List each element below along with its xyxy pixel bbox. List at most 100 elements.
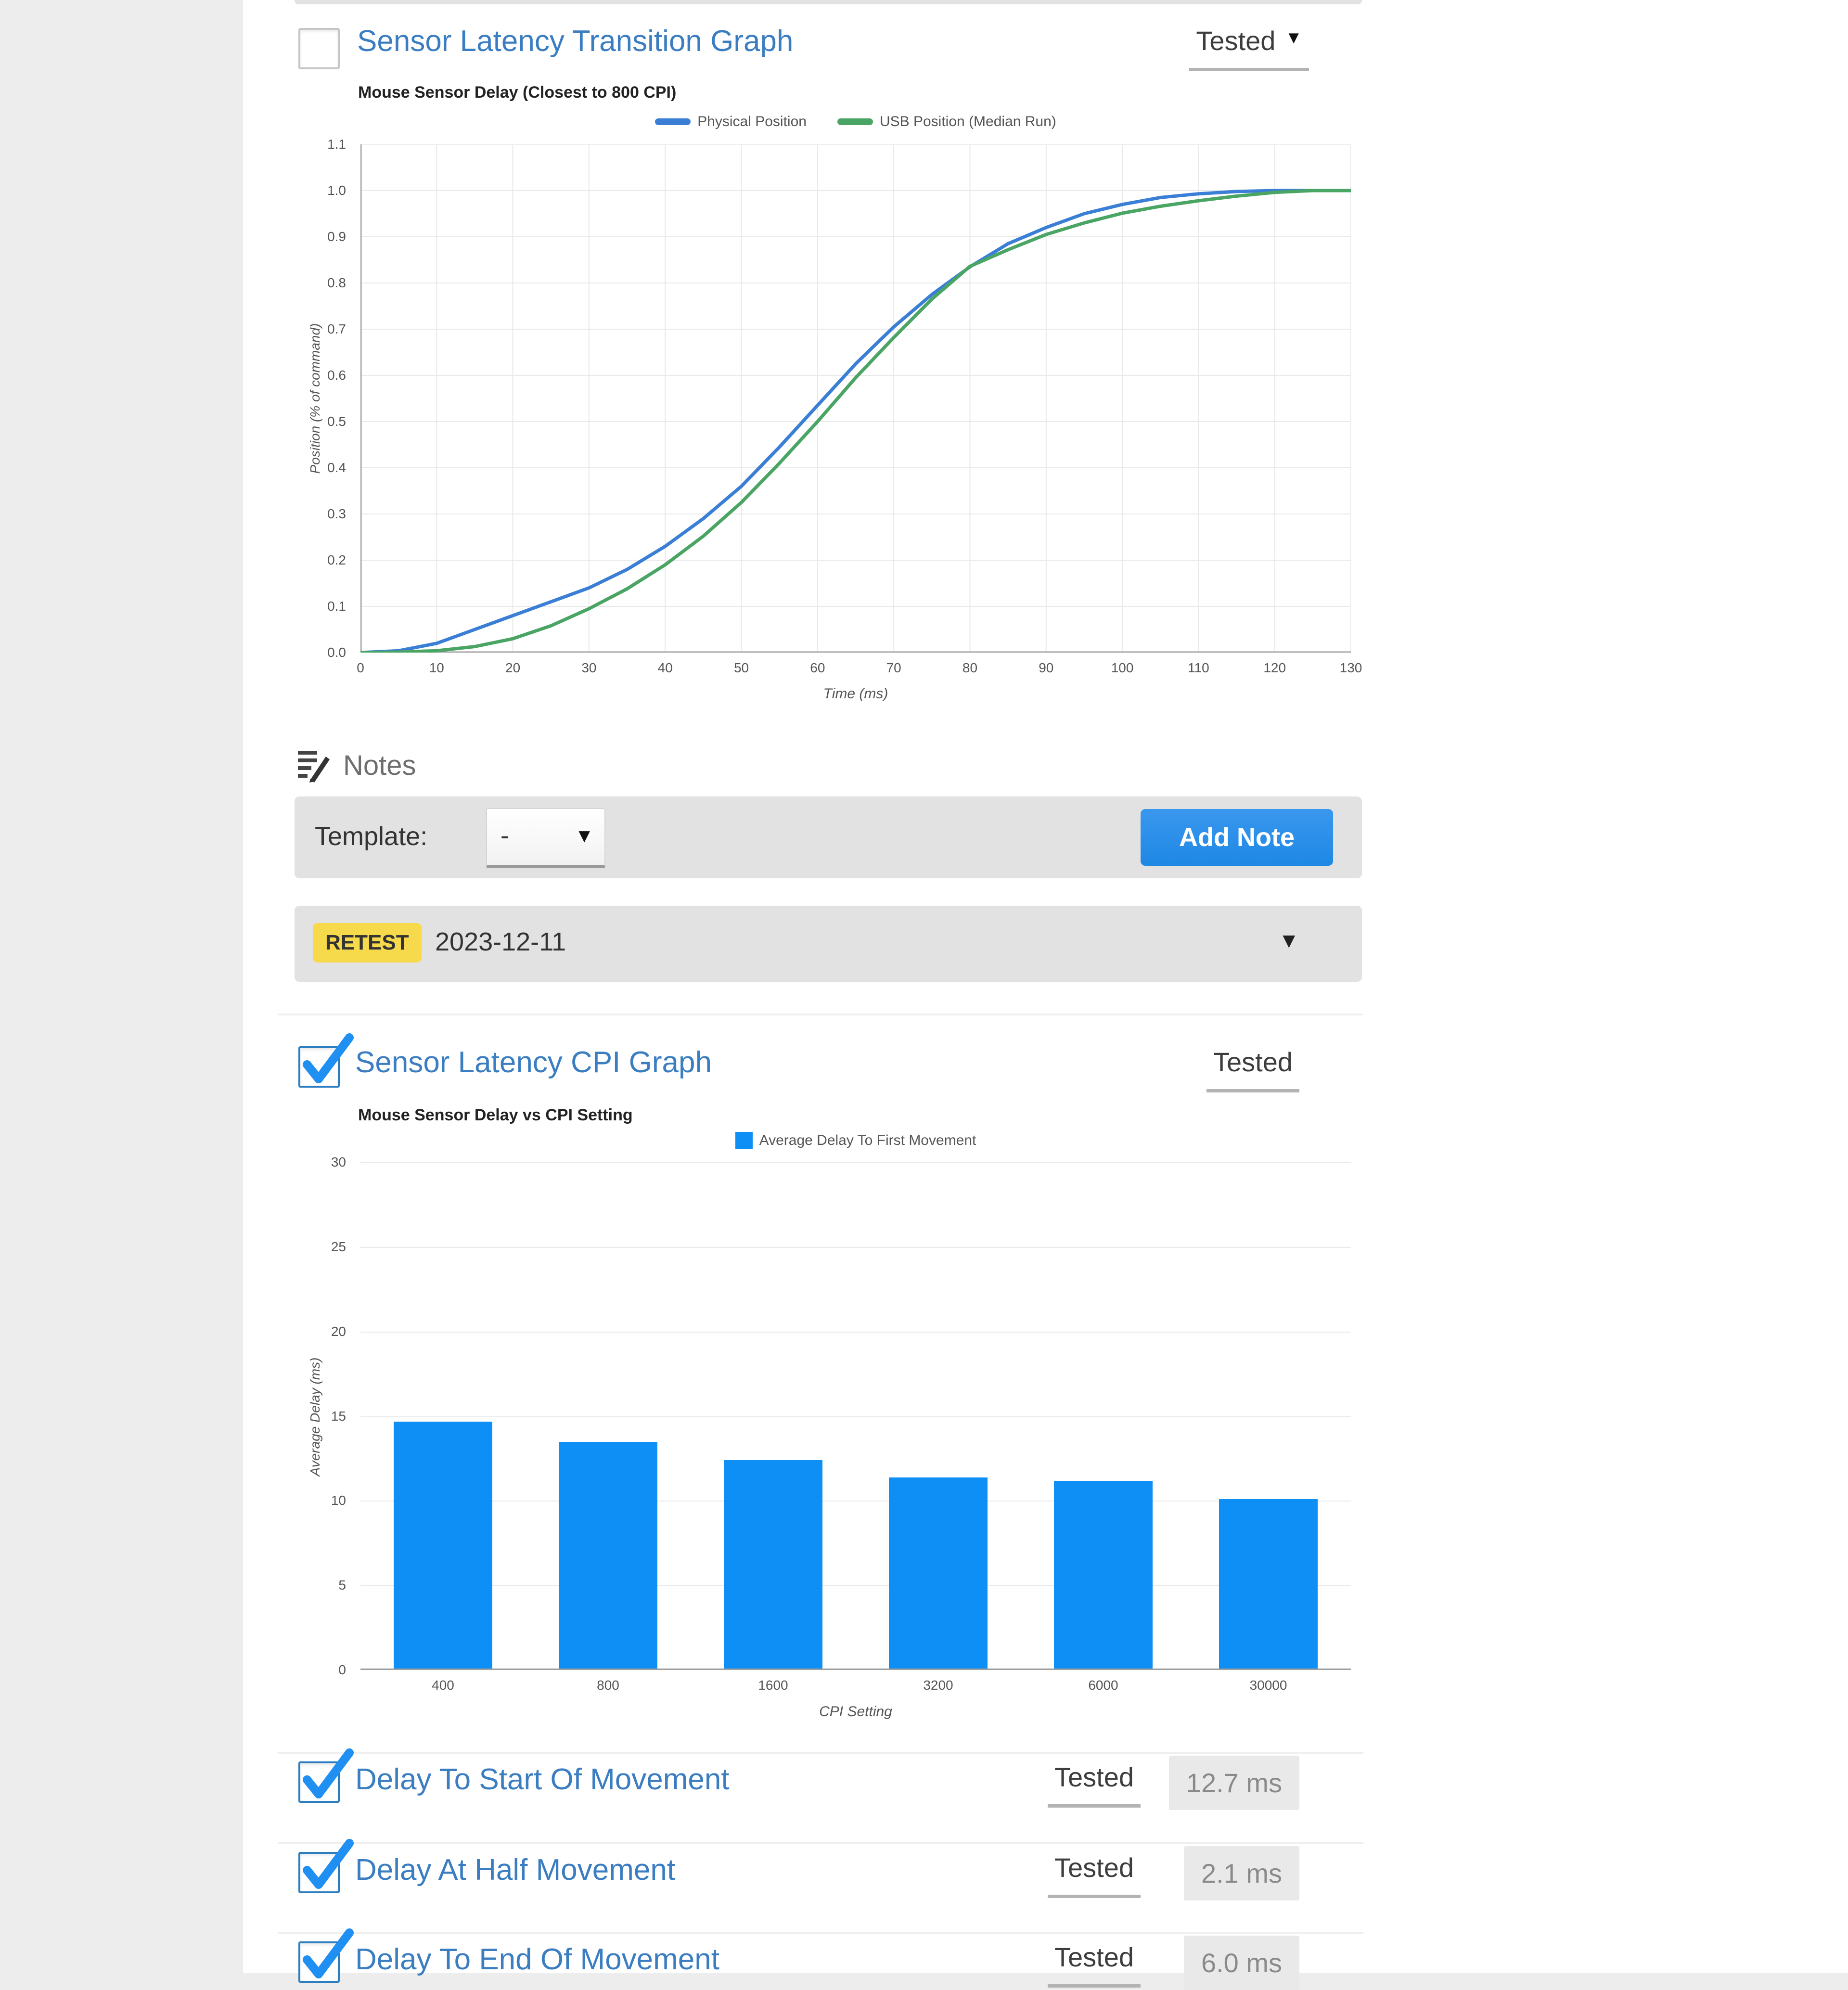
delay-start-value: 12.7 ms xyxy=(1168,1756,1299,1810)
note-template-bar: Template: - ▼ Add Note xyxy=(295,796,1362,878)
notes-header: Notes xyxy=(297,747,416,783)
y-tick-label: 0.4 xyxy=(327,460,346,475)
legend-label: Average Delay To First Movement xyxy=(759,1132,976,1148)
y-tick-label: 0.3 xyxy=(327,506,346,521)
retest-note-row[interactable]: RETEST 2023-12-11 ▼ xyxy=(295,906,1362,982)
row-divider xyxy=(278,1932,1363,1934)
delay-half-status[interactable]: Tested xyxy=(1048,1852,1141,1898)
section-divider xyxy=(278,1014,1363,1015)
average-delay-swatch-icon xyxy=(735,1132,753,1149)
x-tick-label: 800 xyxy=(597,1678,619,1693)
bar-chart-x-axis-title: CPI Setting xyxy=(819,1704,892,1720)
transition-graph-status-dropdown[interactable]: Tested ▼ xyxy=(1189,25,1309,71)
delay-end-checkbox[interactable] xyxy=(298,1928,354,1983)
checkmark-icon xyxy=(303,1033,354,1083)
x-tick-label: 100 xyxy=(1111,660,1134,675)
retest-badge: RETEST xyxy=(313,923,422,963)
status-label: Tested xyxy=(1054,1942,1134,1972)
y-tick-label: 0.9 xyxy=(327,229,346,244)
x-tick-label: 120 xyxy=(1263,660,1286,675)
delay-start-title-link[interactable]: Delay To Start Of Movement xyxy=(355,1763,730,1796)
y-tick-label: 0.6 xyxy=(327,368,346,383)
y-tick-label: 0.1 xyxy=(327,599,346,614)
delay-start-checkbox[interactable] xyxy=(298,1748,354,1803)
x-tick-label: 130 xyxy=(1339,660,1362,675)
bar-800 xyxy=(559,1441,657,1669)
y-tick-label: 25 xyxy=(331,1239,346,1254)
delay-end-value: 6.0 ms xyxy=(1183,1936,1299,1990)
x-tick-label: 30000 xyxy=(1249,1678,1287,1693)
delay-end-title-link[interactable]: Delay To End Of Movement xyxy=(355,1943,719,1976)
caret-down-icon: ▼ xyxy=(575,825,594,847)
status-label: Tested xyxy=(1196,26,1276,56)
caret-down-icon: ▼ xyxy=(1285,27,1302,47)
x-tick-label: 1600 xyxy=(758,1678,788,1693)
retest-date: 2023-12-11 xyxy=(435,927,566,956)
transition-graph-checkbox[interactable] xyxy=(298,28,340,69)
y-tick-label: 30 xyxy=(331,1155,346,1169)
physical-position-swatch-icon xyxy=(655,118,691,125)
x-tick-label: 6000 xyxy=(1088,1678,1118,1693)
x-tick-label: 70 xyxy=(886,660,901,675)
cpi-graph-title-link[interactable]: Sensor Latency CPI Graph xyxy=(355,1046,712,1079)
x-tick-label: 20 xyxy=(505,660,521,675)
x-tick-label: 90 xyxy=(1039,660,1054,675)
y-tick-label: 0.0 xyxy=(327,645,346,660)
delay-start-status[interactable]: Tested xyxy=(1048,1761,1141,1808)
line-chart-x-axis-title: Time (ms) xyxy=(823,686,888,702)
bar-6000 xyxy=(1054,1480,1153,1669)
x-tick-label: 40 xyxy=(657,660,673,675)
bar-chart-plot-area xyxy=(360,1162,1351,1670)
y-tick-label: 5 xyxy=(338,1578,346,1593)
line-series-usb-position-median-run- xyxy=(359,189,1353,655)
x-axis-line xyxy=(360,1669,1351,1670)
bar-30000 xyxy=(1219,1499,1318,1669)
bar-chart-title: Mouse Sensor Delay vs CPI Setting xyxy=(358,1106,633,1124)
x-tick-label: 400 xyxy=(432,1678,454,1693)
delay-half-value: 2.1 ms xyxy=(1183,1846,1299,1900)
y-tick-label: 1.1 xyxy=(327,137,346,152)
bar-1600 xyxy=(724,1460,822,1669)
line-series-physical-position xyxy=(359,189,1353,655)
y-tick-label: 0 xyxy=(338,1662,346,1677)
transition-graph-header: Sensor Latency Transition Graph Tested ▼ xyxy=(243,19,1848,77)
row-divider xyxy=(278,1842,1363,1844)
bar-chart-y-axis-title: Average Delay (ms) xyxy=(308,1357,322,1476)
grid-line xyxy=(360,1416,1351,1417)
legend-item-average-delay: Average Delay To First Movement xyxy=(735,1132,976,1149)
line-chart-y-axis-title: Position (% of command) xyxy=(308,323,322,474)
y-tick-label: 1.0 xyxy=(327,183,346,198)
cpi-graph-header: Sensor Latency CPI Graph Tested xyxy=(243,1033,1848,1097)
y-tick-label: 0.5 xyxy=(327,414,346,429)
bar-3200 xyxy=(889,1477,988,1669)
line-chart-x-axis-labels: 0 10 20 30 40 50 60 70 80 90 100 110 120 130 xyxy=(357,660,1362,680)
x-tick-label: 80 xyxy=(962,660,978,675)
cpi-graph-checkbox[interactable] xyxy=(298,1033,354,1088)
template-selected-value: - xyxy=(500,821,509,850)
delay-end-status[interactable]: Tested xyxy=(1048,1941,1141,1988)
transition-graph-title-link[interactable]: Sensor Latency Transition Graph xyxy=(357,25,794,58)
y-tick-label: 0.8 xyxy=(327,275,346,290)
grid-line xyxy=(360,1162,1351,1163)
y-tick-label: 20 xyxy=(331,1323,346,1339)
template-label: Template: xyxy=(315,822,428,851)
template-select[interactable]: - ▼ xyxy=(486,808,605,868)
delay-half-checkbox[interactable] xyxy=(298,1839,354,1893)
add-note-button[interactable]: Add Note xyxy=(1141,809,1333,866)
delay-half-title-link[interactable]: Delay At Half Movement xyxy=(355,1853,676,1887)
x-tick-label: 3200 xyxy=(923,1678,953,1693)
legend-label: Physical Position xyxy=(697,114,807,129)
status-label: Tested xyxy=(1054,1762,1134,1792)
cpi-graph-status[interactable]: Tested xyxy=(1206,1046,1299,1092)
y-tick-label: 0.7 xyxy=(327,321,346,336)
grid-line xyxy=(360,1331,1351,1333)
line-chart-svg xyxy=(359,144,1353,655)
caret-down-icon[interactable]: ▼ xyxy=(1278,929,1299,952)
line-chart-plot-area xyxy=(359,144,1353,655)
test-results-panel: Sensor Latency Transition Graph Tested ▼ … xyxy=(243,0,1848,1990)
y-tick-label: 0.2 xyxy=(327,552,346,567)
legend-item-usb-position: USB Position (Median Run) xyxy=(837,114,1056,130)
grid-line xyxy=(360,1585,1351,1587)
y-tick-label: 15 xyxy=(331,1408,346,1424)
status-label: Tested xyxy=(1054,1852,1134,1883)
